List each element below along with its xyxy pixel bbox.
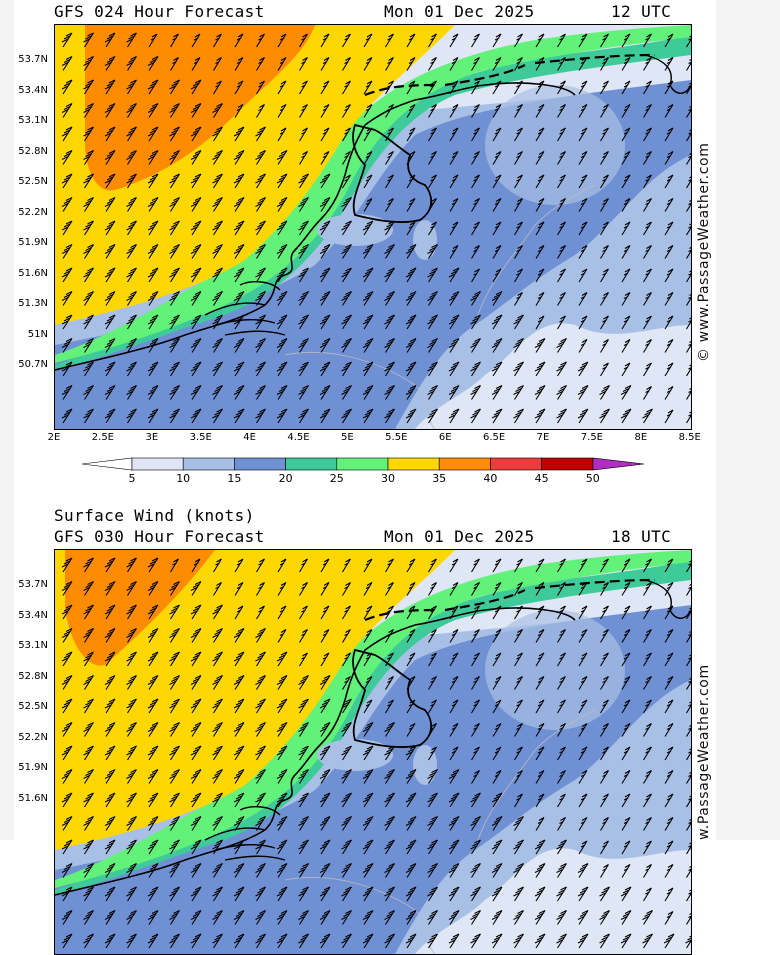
latitude-label: 52.8N bbox=[18, 145, 48, 157]
longitude-label: 2E bbox=[47, 432, 61, 443]
forecast-hour-title: GFS 024 Hour Forecast bbox=[54, 2, 265, 21]
longitude-label: 4.5E bbox=[287, 432, 310, 443]
latitude-label: 51N bbox=[27, 328, 48, 340]
latitude-label: 51.3N bbox=[18, 298, 48, 309]
forecast-hour-title: GFS 030 Hour Forecast bbox=[54, 527, 265, 546]
credit-text: © www.PassageWeather.com bbox=[696, 142, 712, 362]
legend-value: 5 bbox=[128, 472, 136, 485]
latitude-label: 52.5N bbox=[18, 176, 48, 187]
legend-value: 40 bbox=[483, 472, 498, 485]
forecast-time: 12 UTC bbox=[611, 2, 672, 21]
latitude-label: 53.1N bbox=[18, 115, 48, 126]
longitude-label: 5.5E bbox=[385, 432, 408, 443]
legend-swatch bbox=[387, 457, 440, 471]
longitude-label: 7.5E bbox=[580, 432, 604, 443]
longitude-label: 8E bbox=[634, 432, 648, 443]
wind-map bbox=[55, 550, 691, 954]
wind-map bbox=[55, 25, 691, 429]
legend-swatch bbox=[592, 457, 645, 471]
latitude-label: 51.9N bbox=[18, 762, 48, 773]
forecast-time: 18 UTC bbox=[611, 527, 672, 546]
right-gutter bbox=[716, 0, 780, 840]
legend-swatch bbox=[438, 457, 491, 471]
legend-value: 35 bbox=[432, 472, 447, 485]
forecast-date: Mon 01 Dec 2025 bbox=[384, 527, 535, 546]
wind-map-panel bbox=[54, 549, 692, 955]
legend-value: 10 bbox=[176, 472, 191, 485]
legend-swatch bbox=[541, 457, 594, 471]
latitude-label: 53.7N bbox=[18, 579, 48, 590]
map-header: Surface Wind (knots) bbox=[54, 506, 255, 525]
legend-value: 15 bbox=[227, 472, 242, 485]
longitude-label: 8.5E bbox=[678, 432, 701, 443]
longitude-label: 4E bbox=[243, 432, 256, 443]
longitude-label: 6.5E bbox=[482, 432, 506, 443]
latitude-label: 52.5N bbox=[18, 701, 48, 712]
legend-value: 20 bbox=[278, 472, 293, 485]
legend-swatch bbox=[234, 457, 286, 471]
legend-swatch bbox=[182, 457, 235, 471]
longitude-label: 3E bbox=[145, 432, 159, 443]
latitude-label: 51.9N bbox=[18, 237, 48, 248]
credit-text: w.PassageWeather.com bbox=[696, 664, 712, 840]
latitude-label: 52.8N bbox=[18, 670, 48, 682]
wind-speed-legend bbox=[82, 457, 645, 471]
latitude-label: 52.2N bbox=[18, 206, 48, 218]
legend-swatch bbox=[490, 457, 542, 471]
left-gutter bbox=[0, 0, 14, 840]
longitude-label: 5E bbox=[341, 432, 354, 443]
legend-value: 50 bbox=[585, 472, 600, 485]
legend-value: 25 bbox=[329, 472, 344, 485]
legend-swatch bbox=[131, 457, 184, 471]
longitude-label: 2.5E bbox=[91, 432, 115, 443]
legend-swatch bbox=[336, 457, 389, 471]
latitude-label: 51.6N bbox=[18, 267, 48, 279]
latitude-label: 51.6N bbox=[18, 792, 48, 804]
latitude-label: 53.4N bbox=[18, 609, 48, 621]
latitude-label: 53.4N bbox=[18, 84, 48, 96]
legend-swatch bbox=[285, 457, 338, 471]
legend-swatch bbox=[82, 457, 133, 471]
longitude-label: 6E bbox=[438, 432, 452, 443]
forecast-date: Mon 01 Dec 2025 bbox=[384, 2, 535, 21]
longitude-label: 3.5E bbox=[189, 432, 212, 443]
legend-value: 30 bbox=[381, 472, 395, 485]
legend-value: 45 bbox=[534, 472, 549, 485]
latitude-label: 52.2N bbox=[18, 731, 48, 743]
latitude-label: 50.7N bbox=[18, 359, 48, 370]
wind-map-panel bbox=[54, 24, 692, 430]
longitude-label: 7E bbox=[536, 432, 550, 443]
latitude-label: 53.7N bbox=[18, 54, 48, 65]
latitude-label: 53.1N bbox=[18, 640, 48, 651]
